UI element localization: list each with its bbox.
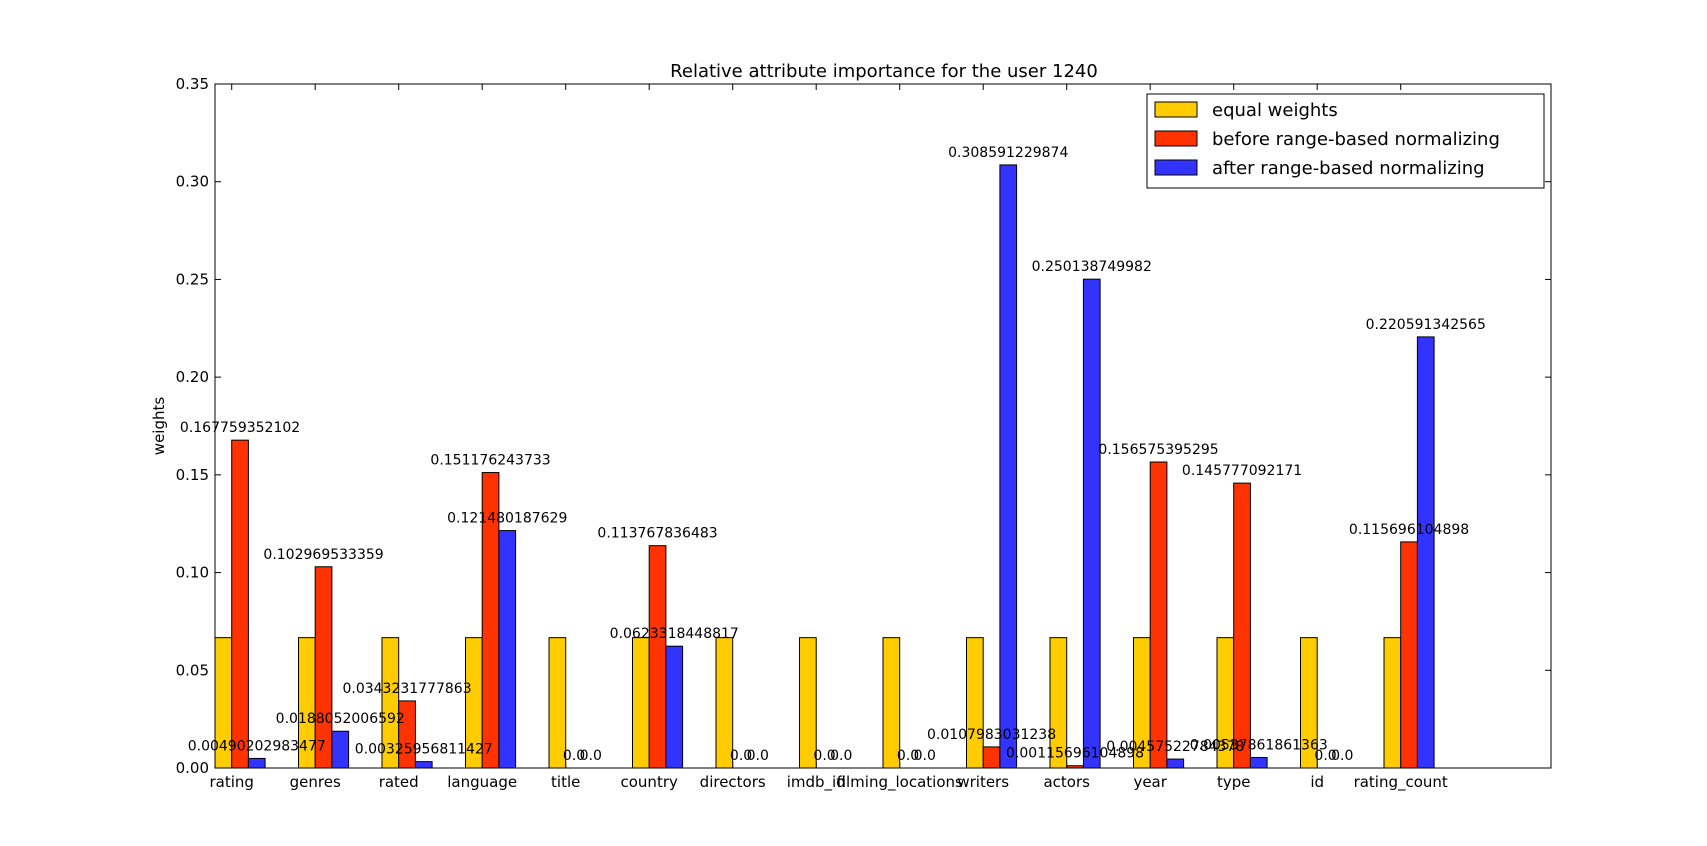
bar-value-label: 0.113767836483 — [597, 526, 717, 542]
bar-value-label: 0.0 — [1331, 748, 1353, 764]
y-tick-label: 0.20 — [176, 368, 209, 386]
bar-value-label: 0.0 — [747, 748, 769, 764]
bar-s1-rating — [231, 439, 249, 769]
bar-value-label: 0.00490202983477 — [188, 738, 326, 754]
bar-s2-writers — [999, 164, 1018, 769]
y-tick-label: 0.30 — [176, 173, 209, 191]
bar-value-label: 0.250138749982 — [1032, 259, 1152, 275]
bar-value-label: 0.00115696104898 — [1006, 746, 1144, 762]
x-tick-label: rated — [379, 773, 419, 791]
bar-value-label: 0.00537861861363 — [1190, 737, 1328, 753]
bar-s1-writers — [982, 746, 1001, 769]
bar-value-label: 0.0 — [580, 748, 602, 764]
bar-s2-rating — [247, 757, 266, 769]
bar-value-labels: 0.167759352102 0.102969533359 0.0343231777… — [180, 145, 1486, 764]
legend-entry-label: after range-based normalizing — [1212, 158, 1485, 179]
legend: equal weights before range-based normaliz… — [1146, 93, 1545, 189]
bar-s0-country — [632, 637, 650, 769]
bar-s1-year — [1149, 461, 1168, 769]
x-tick-label: genres — [290, 773, 341, 791]
bar-value-label: 0.220591342565 — [1366, 317, 1486, 333]
bar-value-label: 0.0343231777863 — [342, 681, 471, 697]
plot-frame — [214, 83, 1552, 769]
bar-value-label: 0.102969533359 — [263, 547, 383, 563]
bar-s0-rating_count — [1383, 637, 1402, 769]
bar-value-label: 0.0 — [813, 748, 835, 764]
x-tick-label: actors — [1043, 773, 1090, 791]
chart-title: Relative attribute importance for the us… — [670, 61, 1098, 82]
bar-value-label: 0.0623318448817 — [610, 626, 739, 642]
x-tick-label: filming_locations — [837, 773, 963, 792]
bar-value-label: 0.156575395295 — [1098, 442, 1218, 458]
bar-s2-year — [1166, 758, 1185, 769]
bar-value-label: 0.0 — [830, 748, 852, 764]
bar-value-label: 0.121480187629 — [447, 511, 567, 527]
bar-s2-genres — [331, 730, 350, 769]
bar-value-label: 0.0 — [914, 748, 936, 764]
legend-entry-label: equal weights — [1212, 100, 1338, 121]
legend-swatch — [1154, 101, 1198, 118]
y-tick-label: 0.00 — [176, 759, 209, 777]
y-tick-label: 0.05 — [176, 661, 209, 679]
bar-s1-rating_count — [1400, 541, 1418, 769]
bar-value-label: 0.0 — [730, 748, 752, 764]
y-axis-label: weights — [150, 397, 168, 456]
x-tick-label: country — [621, 773, 678, 791]
bar-value-label: 0.0188052006592 — [276, 711, 405, 727]
bar-value-label: 0.145777092171 — [1182, 463, 1302, 479]
legend-swatch — [1154, 130, 1198, 147]
x-tick-label: year — [1133, 773, 1167, 791]
bar-value-label: 0.0 — [897, 748, 919, 764]
x-tick-label: type — [1217, 773, 1251, 791]
bar-s2-type — [1249, 756, 1268, 769]
bar-value-label: 0.167759352102 — [180, 420, 300, 436]
bar-value-label: 0.0 — [1314, 748, 1336, 764]
y-tick-label: 0.10 — [176, 564, 209, 582]
y-tick-label: 0.35 — [176, 75, 209, 93]
x-tick-label: rating — [209, 773, 253, 791]
bar-s1-type — [1233, 482, 1251, 769]
y-axis-ticks: 0.00 0.05 0.10 0.15 0.20 0.25 0.30 0.35 — [176, 75, 1551, 777]
bar-value-label: 0.0107983031238 — [927, 727, 1056, 743]
bar-s2-country — [665, 645, 684, 769]
x-tick-label: language — [447, 773, 517, 791]
x-tick-label: rating_count — [1354, 773, 1448, 792]
y-tick-label: 0.15 — [176, 466, 209, 484]
bar-value-label: 0.0 — [563, 748, 585, 764]
bar-s1-country — [648, 545, 667, 769]
legend-box — [1146, 93, 1545, 189]
x-axis-ticks: rating genres rated language title country dir… — [209, 84, 1448, 792]
bar-value-label: 0.308591229874 — [948, 145, 1068, 161]
bar-value-label: 0.151176243733 — [430, 453, 550, 469]
bar-value-label: 0.00457522784378 — [1106, 739, 1244, 755]
bar-s0-writers — [966, 637, 984, 769]
legend-entry-label: before range-based normalizing — [1212, 129, 1500, 150]
bar-s2-rated — [414, 761, 433, 769]
bar-s2-rating_count — [1416, 336, 1435, 769]
legend-swatch — [1154, 159, 1198, 176]
x-tick-label: imdb_id — [787, 773, 846, 792]
bar-value-label: 0.00325956811427 — [355, 742, 493, 758]
bar-value-label: 0.115696104898 — [1349, 522, 1469, 538]
y-tick-label: 0.25 — [176, 270, 209, 288]
x-tick-label: directors — [700, 773, 766, 791]
bar-s2-actors — [1082, 278, 1101, 769]
x-tick-label: id — [1310, 773, 1324, 791]
bar-s2-language — [498, 530, 517, 769]
x-tick-label: writers — [957, 773, 1009, 791]
x-tick-label: title — [551, 773, 580, 791]
